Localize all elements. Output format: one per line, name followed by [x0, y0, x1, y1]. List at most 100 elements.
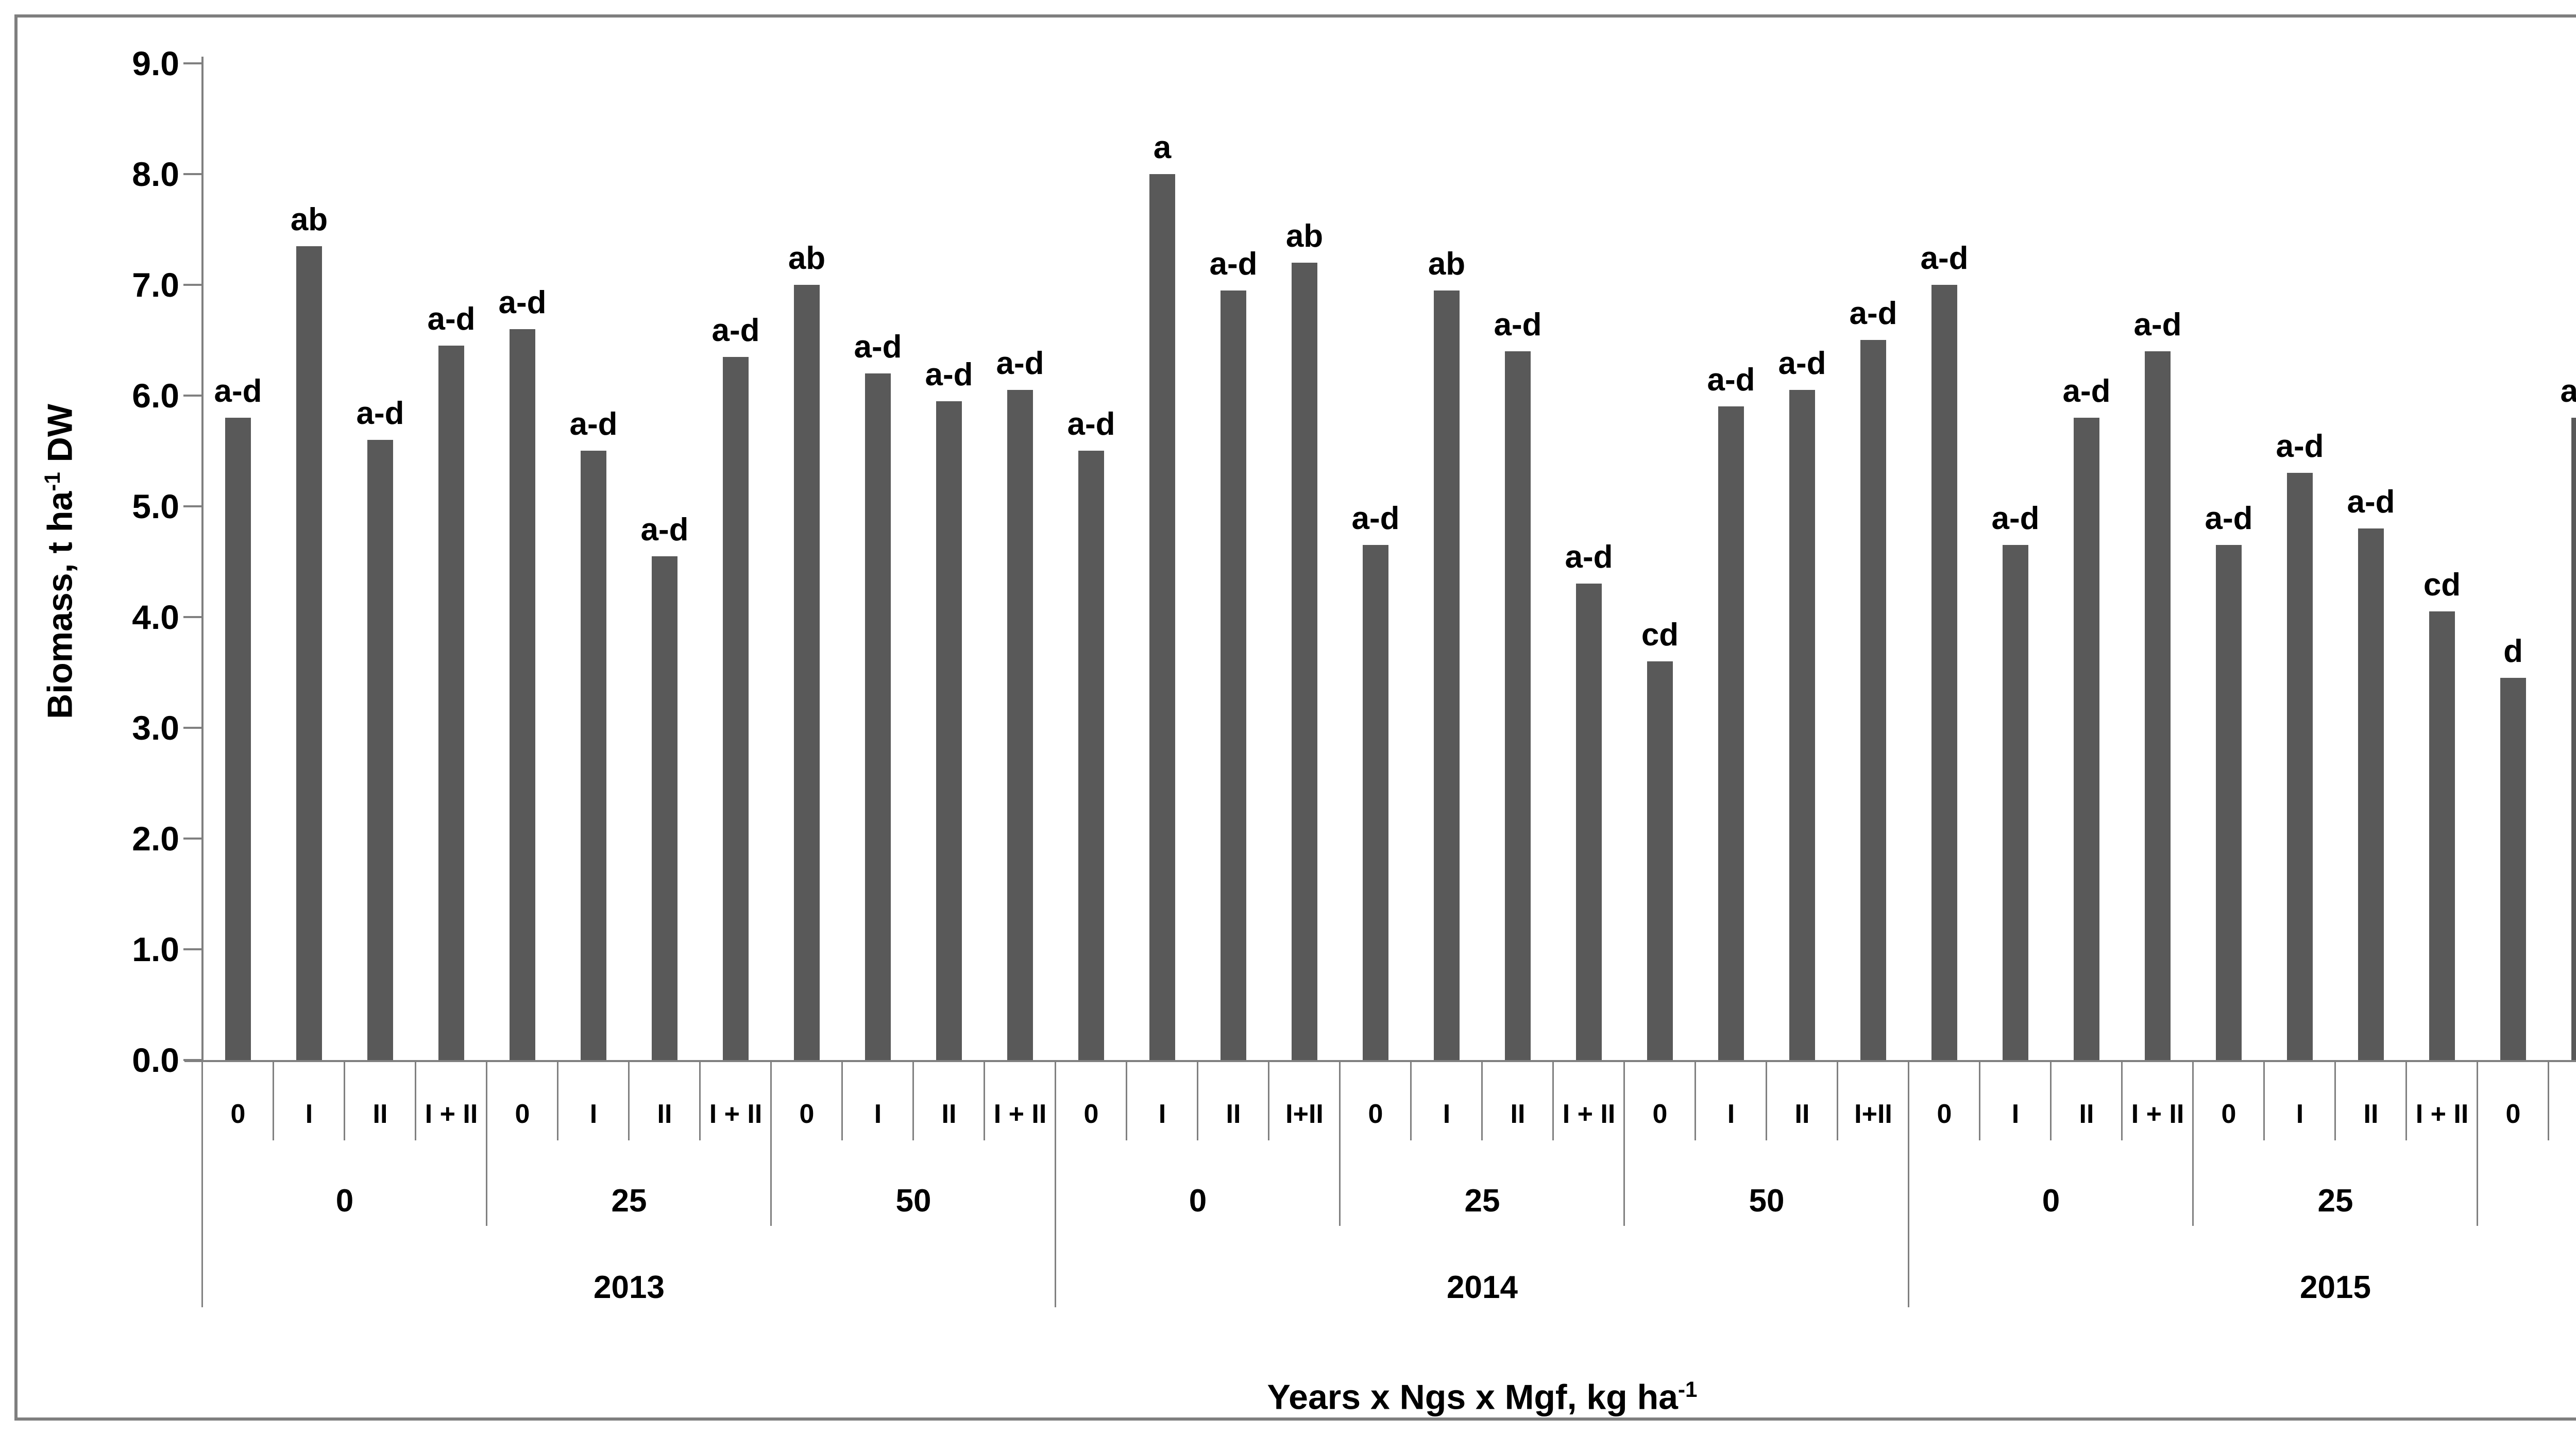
treatment-label: 0: [1083, 1099, 1099, 1129]
bar-2014-N50-II: [1789, 390, 1815, 1060]
bar-letter: cd: [1641, 617, 1679, 653]
bar-2015-N0-I + II: [2145, 351, 2171, 1060]
n-level-label: 0: [2042, 1183, 2060, 1219]
treatment-label: I + II: [2415, 1099, 2469, 1129]
y-tick-label: 7.0: [132, 266, 179, 304]
bar-2015-N0-II: [2074, 418, 2099, 1060]
treatment-label: I+II: [1854, 1099, 1892, 1129]
bar-letter: a-d: [925, 357, 973, 392]
bar-2013-N25-II: [652, 556, 677, 1060]
bar-letter: a-d: [1778, 346, 1826, 381]
treatment-separator-line: [2263, 1060, 2265, 1140]
y-axis-title-superscript: -1: [40, 472, 64, 491]
treatment-label: I + II: [2131, 1099, 2184, 1129]
n-level-label: 50: [2478, 1183, 2576, 1220]
treatment-label: I: [1158, 1099, 1166, 1129]
treatment-label: I+II: [1285, 1099, 1324, 1129]
year-label: 2014: [1447, 1270, 1518, 1305]
bar-letter: cd: [2423, 567, 2461, 603]
treatment-label: 0: [799, 1099, 815, 1129]
treatment-label: I: [589, 1099, 598, 1129]
treatment-label: II: [2079, 1099, 2094, 1129]
n-group-separator-line: [1339, 1060, 1341, 1226]
bar-letter: a-d: [711, 313, 760, 348]
bar-letter: a-d: [2560, 373, 2576, 409]
bar-2013-N50-0: [794, 285, 820, 1060]
bar-2013-N0-0: [225, 418, 251, 1060]
y-tick-label: 2.0: [132, 819, 179, 858]
treatment-label: II: [1226, 1099, 1241, 1129]
treatment-label: 0: [1368, 1099, 1383, 1129]
treatment-label: 0: [1652, 1099, 1668, 1129]
bar-letter: a-d: [2276, 429, 2324, 464]
treatment-label: I: [1443, 1099, 1451, 1129]
bar-letter: a-d: [2205, 501, 2253, 536]
y-tick-label: 5.0: [132, 487, 179, 525]
y-tick-label: 8.0: [132, 155, 179, 193]
treatment-label: II: [372, 1099, 388, 1129]
bar-letter: a-d: [569, 406, 618, 442]
treatment-label: II: [1510, 1099, 1526, 1129]
treatment-label: 0: [515, 1099, 530, 1129]
treatment-separator-line: [1837, 1060, 1838, 1140]
year-separator-line: [1908, 1060, 1909, 1307]
y-tick-mark: [183, 838, 202, 840]
bar-2014-N25-I + II: [1576, 584, 1602, 1060]
treatment-separator-line: [2405, 1060, 2407, 1140]
treatment-label: I + II: [1562, 1099, 1616, 1129]
y-tick-mark: [183, 948, 202, 950]
treatment-separator-line: [984, 1060, 985, 1140]
treatment-label: I: [874, 1099, 882, 1129]
treatment-label: 0: [2505, 1099, 2521, 1129]
treatment-separator-line: [1268, 1060, 1269, 1140]
treatment-separator-line: [1694, 1060, 1696, 1140]
y-tick-label: 6.0: [132, 377, 179, 415]
bar-2015-N0-0: [1931, 285, 1957, 1060]
bar-2013-N25-I: [581, 451, 606, 1060]
n-group-separator-line: [1623, 1060, 1625, 1226]
bar-2013-N0-I: [296, 246, 322, 1060]
n-group-separator-line: [2192, 1060, 2194, 1226]
bar-2015-N0-I: [2003, 545, 2028, 1060]
bar-2014-N0-0: [1078, 451, 1104, 1060]
bar-2014-N25-I: [1434, 291, 1460, 1060]
bar-letter: a-d: [996, 346, 1044, 381]
bar-2013-N50-I + II: [1007, 390, 1033, 1060]
bar-2014-N0-II: [1221, 291, 1246, 1060]
bar-2015-N50-I: [2571, 418, 2576, 1060]
bar-letter: a-d: [214, 373, 262, 409]
year-separator-line: [1055, 1060, 1056, 1307]
treatment-label: II: [941, 1099, 957, 1129]
treatment-label: I + II: [993, 1099, 1047, 1129]
treatment-separator-line: [2334, 1060, 2336, 1140]
y-tick-mark: [183, 616, 202, 618]
treatment-separator-line: [912, 1060, 914, 1140]
bar-letter: a-d: [2133, 307, 2182, 343]
n-group-separator-line: [486, 1060, 487, 1226]
y-tick-mark: [183, 1059, 202, 1061]
bar-letter: ab: [290, 202, 328, 237]
y-axis-line: [201, 57, 204, 1062]
treatment-label: II: [657, 1099, 672, 1129]
bar-2015-N25-I + II: [2429, 611, 2455, 1060]
y-tick-mark: [183, 395, 202, 397]
treatment-separator-line: [1766, 1060, 1767, 1140]
treatment-separator-line: [1552, 1060, 1554, 1140]
bar-2014-N0-I+II: [1292, 263, 1317, 1060]
treatment-separator-line: [699, 1060, 701, 1140]
bar-2014-N25-II: [1505, 351, 1531, 1060]
y-tick-mark: [183, 62, 202, 64]
n-level-label: 50: [1749, 1183, 1785, 1219]
n-group-separator-line: [770, 1060, 772, 1226]
bar-letter: a-d: [1920, 241, 1969, 276]
bar-letter: a-d: [356, 396, 404, 431]
bar-letter: a-d: [854, 329, 902, 365]
n-level-label: 0: [335, 1183, 354, 1219]
y-tick-mark: [183, 284, 202, 286]
n-level-label: 50: [895, 1183, 931, 1219]
bar-letter: a-d: [640, 512, 689, 548]
treatment-separator-line: [1197, 1060, 1198, 1140]
bar-letter: ab: [1285, 218, 1324, 254]
bar-2014-N50-0: [1647, 661, 1673, 1060]
